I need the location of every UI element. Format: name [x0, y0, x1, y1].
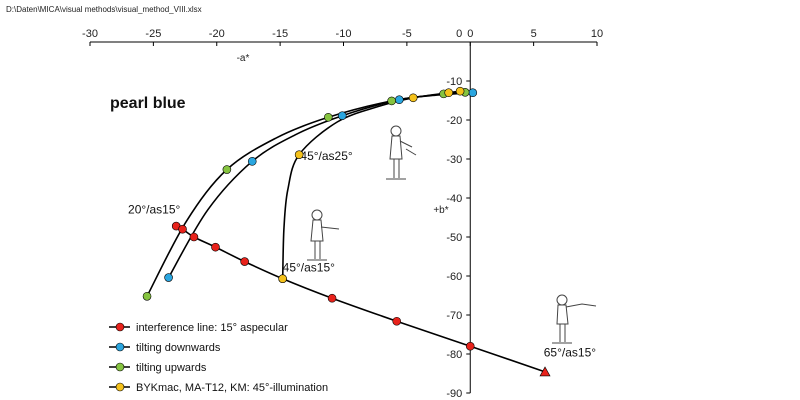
axis-ticks: -30 -25 -20 -15 -10 -5 0 5 10-10-20-30-40-50-60-…	[82, 28, 603, 400]
observer-figure-45-15-icon	[307, 209, 340, 261]
data-point-series-1	[327, 293, 337, 303]
series-markers	[142, 86, 551, 377]
legend: interference line: 15° aspecular tilting …	[109, 322, 328, 394]
y-axis-title: +b*	[433, 205, 448, 216]
triangle-marker	[539, 366, 551, 377]
annotation-label: 45°/as15°	[283, 260, 336, 274]
x-tick-label: 0	[467, 28, 473, 40]
y-tick-label: 0	[456, 28, 462, 40]
data-point-series-4	[455, 86, 465, 96]
legend-label: tilting downwards	[136, 342, 221, 354]
data-point-series-2	[468, 88, 478, 97]
file-path-label: D:\Daten\MICA\visual methods\visual_meth…	[6, 5, 202, 14]
legend-label: tilting upwards	[136, 362, 207, 374]
annotation-label: 65°/as15°	[544, 346, 597, 360]
observer-figure-65-15-icon	[552, 294, 597, 344]
legend-marker	[115, 382, 125, 392]
annotations: 20°/as15° 45°/as25° 45°/as15° 65°/as15°	[128, 149, 596, 360]
data-point-series-4	[278, 274, 287, 284]
x-tick-label: -10	[336, 28, 352, 40]
data-point-series-1	[189, 232, 199, 242]
annotation-label: 45°/as25°	[300, 149, 353, 163]
x-tick-label: -30	[82, 28, 98, 40]
x-tick-label: 5	[531, 28, 537, 40]
data-point-series-2	[247, 157, 257, 166]
annotation-label: 20°/as15°	[128, 203, 181, 217]
x-tick-label: 10	[591, 28, 603, 40]
data-point-series-1	[392, 316, 402, 326]
curve-bykmac	[281, 90, 461, 279]
x-tick-label: -25	[145, 28, 161, 40]
legend-label: BYKmac, MA-T12, KM: 45°-illumination	[136, 382, 328, 394]
observer-figure-45-25-icon	[386, 125, 417, 180]
data-point-series-3	[142, 291, 152, 301]
data-point-series-1	[178, 224, 187, 234]
y-tick-label: -40	[446, 193, 462, 205]
x-tick-label: -5	[402, 28, 412, 40]
data-point-series-3	[222, 165, 232, 174]
data-point-series-2	[394, 95, 404, 105]
y-tick-label: -10	[446, 76, 462, 88]
y-tick-label: -30	[446, 154, 462, 166]
legend-marker	[115, 342, 125, 352]
y-tick-label: -80	[446, 349, 462, 361]
y-tick-label: -60	[446, 271, 462, 283]
observer-figures	[307, 125, 597, 344]
legend-marker	[115, 322, 125, 332]
legend-marker	[115, 362, 125, 372]
chart-title: pearl blue	[110, 95, 186, 112]
data-point-series-1	[211, 242, 220, 252]
y-tick-label: -20	[446, 115, 462, 127]
y-tick-label: -50	[446, 232, 462, 244]
data-point-series-2	[164, 273, 173, 282]
x-tick-label: -20	[209, 28, 225, 40]
data-point-series-2	[337, 111, 347, 121]
curve-interference	[175, 225, 546, 373]
data-point-series-1	[465, 341, 475, 351]
y-tick-label: -70	[446, 310, 462, 322]
data-point-series-3	[387, 96, 396, 106]
data-point-series-4	[408, 93, 418, 103]
data-point-series-1	[240, 257, 249, 266]
x-axis-title: -a*	[237, 53, 250, 64]
legend-label: interference line: 15° aspecular	[136, 322, 288, 334]
y-tick-label: -90	[446, 388, 462, 400]
data-point-series-4	[444, 88, 454, 97]
data-point-series-4	[294, 150, 304, 160]
data-point-series-3	[323, 112, 333, 122]
x-tick-label: -15	[272, 28, 288, 40]
